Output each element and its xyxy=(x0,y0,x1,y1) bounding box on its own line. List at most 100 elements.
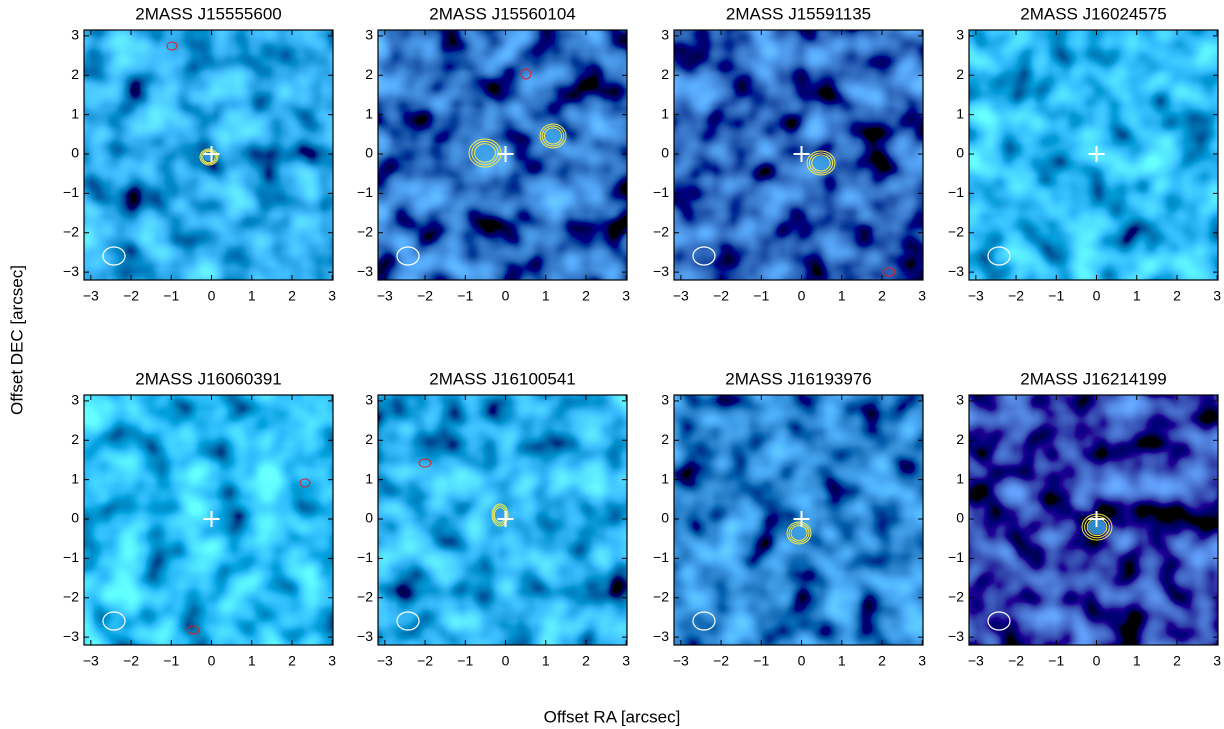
y-tick-label: −3 xyxy=(63,263,79,279)
panel-title: 2MASS J16060391 xyxy=(135,369,282,388)
x-tick-label: 2 xyxy=(288,653,296,669)
contour xyxy=(543,127,563,145)
beam xyxy=(396,611,420,631)
x-tick-label: 3 xyxy=(328,653,336,669)
x-tick-label: 0 xyxy=(798,288,806,304)
x-tick-label: 2 xyxy=(1173,653,1181,669)
contour xyxy=(811,154,831,172)
y-tick-label: 2 xyxy=(365,431,373,447)
y-tick-label: −2 xyxy=(653,223,669,239)
y-tick-label: 3 xyxy=(956,392,964,408)
contour xyxy=(471,140,499,166)
y-tick-label: −1 xyxy=(63,549,79,565)
x-tick-label: 3 xyxy=(918,288,926,304)
x-tick-label: 2 xyxy=(288,288,296,304)
y-tick-label: −3 xyxy=(948,628,964,644)
x-tick-label: 0 xyxy=(1093,653,1101,669)
x-tick-label: −3 xyxy=(968,288,984,304)
contour xyxy=(491,503,509,527)
y-tick-label: 1 xyxy=(956,105,964,121)
y-tick-label: −3 xyxy=(63,628,79,644)
y-tick-label: 1 xyxy=(365,470,373,486)
x-tick-label: 3 xyxy=(1213,288,1221,304)
y-tick-label: 2 xyxy=(661,431,669,447)
y-tick-label: −3 xyxy=(357,263,373,279)
y-tick-label: −3 xyxy=(357,628,373,644)
y-tick-label: 3 xyxy=(71,392,79,408)
panel-title: 2MASS J15555600 xyxy=(135,4,282,23)
y-tick-label: −3 xyxy=(653,263,669,279)
contour xyxy=(808,152,834,174)
x-tick-label: −3 xyxy=(83,288,99,304)
x-tick-label: −1 xyxy=(163,288,179,304)
panel: 2MASS J16100541 −3 −2 −1 0 1 2 3 −3 −2 −1 0 1 2 3 xyxy=(357,369,630,668)
y-tick-label: 1 xyxy=(661,105,669,121)
y-tick-label: 2 xyxy=(661,66,669,82)
y-tick-label: 3 xyxy=(661,27,669,43)
contour xyxy=(200,149,218,165)
y-tick-label: 0 xyxy=(661,510,669,526)
x-tick-label: 1 xyxy=(1133,288,1141,304)
y-tick-label: −2 xyxy=(63,588,79,604)
target-cross xyxy=(1088,511,1105,528)
beam xyxy=(102,246,126,266)
x-tick-label: 1 xyxy=(1133,653,1141,669)
x-tick-label: −3 xyxy=(968,653,984,669)
x-tick-label: 1 xyxy=(542,653,550,669)
y-tick-label: 1 xyxy=(365,105,373,121)
beam xyxy=(987,246,1011,266)
y-tick-label: −2 xyxy=(63,223,79,239)
x-tick-label: 1 xyxy=(838,288,846,304)
y-tick-label: 1 xyxy=(956,470,964,486)
target-cross xyxy=(497,146,514,163)
x-tick-label: 3 xyxy=(1213,653,1221,669)
x-tick-label: −1 xyxy=(457,288,473,304)
x-tick-label: −1 xyxy=(753,653,769,669)
x-tick-label: −2 xyxy=(1008,653,1024,669)
x-tick-label: 0 xyxy=(208,653,216,669)
x-tick-label: 0 xyxy=(798,653,806,669)
x-tick-label: −2 xyxy=(417,288,433,304)
y-tick-label: −2 xyxy=(948,223,964,239)
y-tick-label: 0 xyxy=(365,145,373,161)
panel: 2MASS J16214199 −3 −2 −1 0 1 2 3 −3 −2 −1 0 1 2 3 xyxy=(948,369,1221,668)
panel-title: 2MASS J16214199 xyxy=(1020,369,1167,388)
x-tick-label: 0 xyxy=(502,288,510,304)
y-tick-label: −1 xyxy=(653,549,669,565)
beam xyxy=(692,246,716,266)
y-tick-label: −3 xyxy=(653,628,669,644)
beam xyxy=(692,611,716,631)
target-cross xyxy=(793,146,810,163)
frame xyxy=(377,29,628,281)
y-tick-label: 1 xyxy=(71,105,79,121)
y-tick-label: 2 xyxy=(956,431,964,447)
frame xyxy=(673,394,924,646)
x-tick-label: 1 xyxy=(542,288,550,304)
negative-contour xyxy=(166,41,178,51)
map-overlay xyxy=(692,150,896,277)
contour xyxy=(202,150,216,164)
negative-contour xyxy=(520,68,532,80)
panel-title: 2MASS J16193976 xyxy=(725,369,872,388)
y-tick-label: −1 xyxy=(948,184,964,200)
panel-title: 2MASS J15591135 xyxy=(726,4,871,23)
y-tick-label: −1 xyxy=(948,549,964,565)
y-tick-label: −2 xyxy=(357,223,373,239)
y-tick-label: 2 xyxy=(365,66,373,82)
y-tick-label: 3 xyxy=(661,392,669,408)
y-axis-label: Offset DEC [arcsec] xyxy=(7,265,26,415)
contour xyxy=(539,123,567,149)
panel-title: 2MASS J16024575 xyxy=(1020,4,1167,23)
y-tick-label: −3 xyxy=(948,263,964,279)
x-tick-label: 1 xyxy=(248,288,256,304)
panel: 2MASS J16193976 −3 −2 −1 0 1 2 3 −3 −2 −1 0 1 2 3 xyxy=(653,369,926,668)
panel: 2MASS J16024575 −3 −2 −1 0 1 2 3 −3 −2 −1 0 1 2 3 xyxy=(948,4,1221,303)
source-glow xyxy=(545,129,561,143)
y-tick-label: −1 xyxy=(357,549,373,565)
y-tick-label: 0 xyxy=(956,510,964,526)
contour xyxy=(790,525,808,541)
panel: 2MASS J16060391 −3 −2 −1 0 1 2 3 −3 −2 −1 0 1 2 3 xyxy=(63,369,336,668)
panel: 2MASS J15591135 −3 −2 −1 0 1 2 3 −3 −2 −1 0 1 2 3 xyxy=(653,4,926,303)
map-overlay xyxy=(102,478,311,635)
x-tick-label: −3 xyxy=(673,653,689,669)
